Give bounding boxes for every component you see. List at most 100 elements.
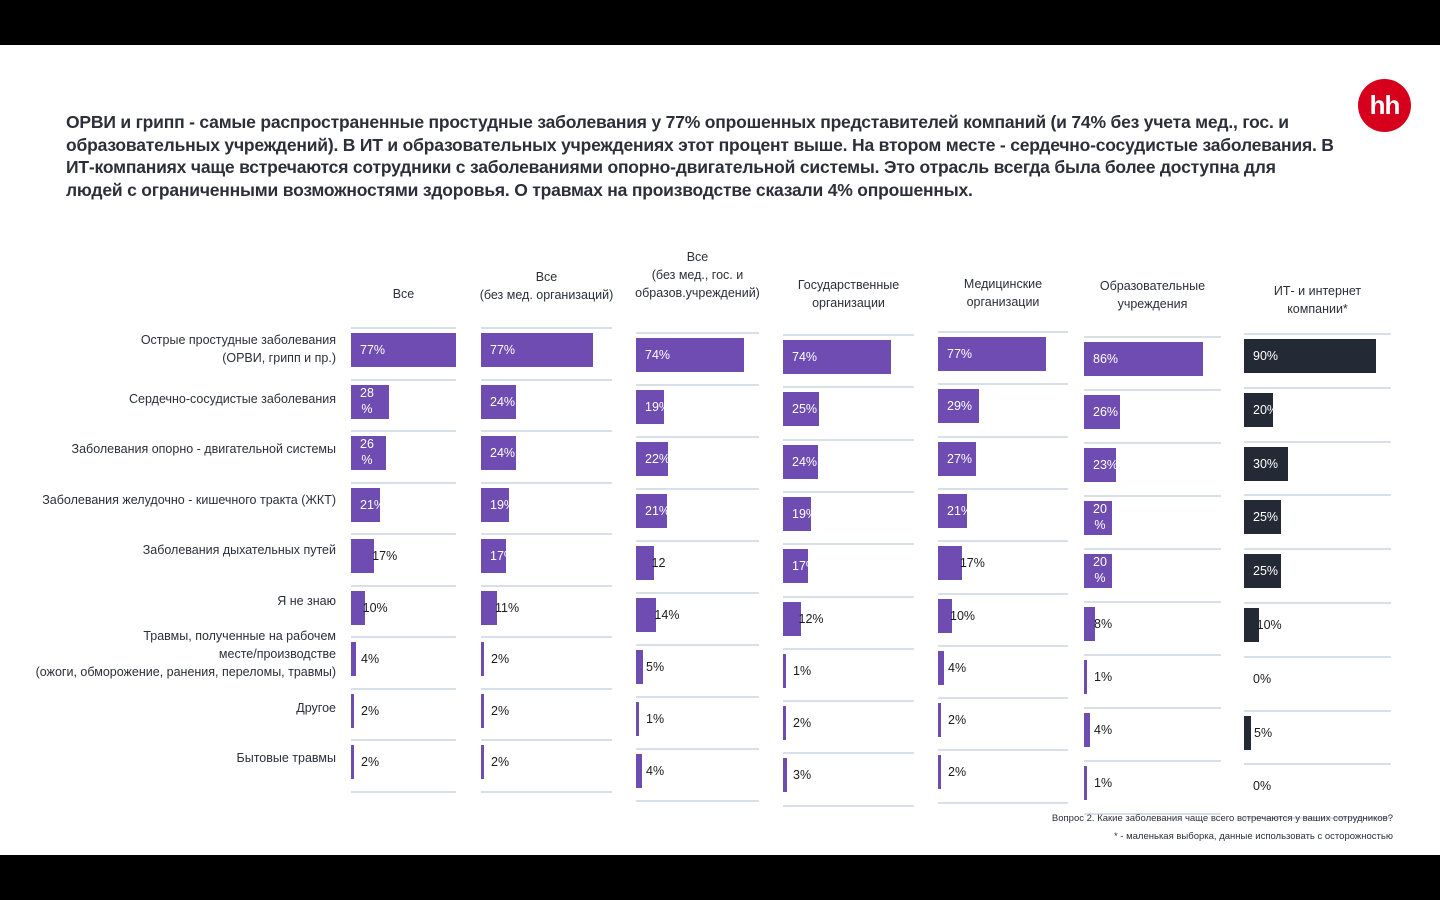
row-separator xyxy=(636,436,759,438)
bar-value-label: 0% xyxy=(1253,671,1272,686)
row-separator xyxy=(783,700,914,703)
row-separator xyxy=(783,386,914,389)
bar-value-label: 26% xyxy=(1093,405,1119,419)
row-separator xyxy=(938,383,1068,386)
bar-value-label: 25% xyxy=(1253,564,1279,579)
row-separator xyxy=(481,687,612,690)
bar xyxy=(938,703,941,738)
bar xyxy=(1084,554,1112,588)
bar xyxy=(1084,501,1112,535)
column-header: Все (без мед., гос. и образов.учреждений… xyxy=(635,250,760,300)
row-separator xyxy=(783,334,914,336)
bar xyxy=(481,436,516,470)
bar-value-label: 77% xyxy=(947,347,973,361)
row-separator xyxy=(351,790,456,793)
bar-value-label: 10% xyxy=(362,600,388,615)
row-separator xyxy=(351,739,456,741)
row-separator xyxy=(1244,709,1391,712)
bar-value-label: 24% xyxy=(490,394,516,409)
row-separator xyxy=(1084,495,1221,497)
bar xyxy=(636,338,744,372)
bar-value-label: 2% xyxy=(361,755,380,769)
row-separator xyxy=(351,636,456,638)
bar xyxy=(938,389,979,424)
row-separator xyxy=(1244,817,1391,820)
bar xyxy=(351,590,365,625)
bar xyxy=(783,549,808,584)
row-separator xyxy=(481,790,612,793)
row-label: Заболевания желудочно - кишечного тракта… xyxy=(42,493,336,507)
column-header: Все (без мед. организаций) xyxy=(479,270,614,302)
bar-value-label: 19% xyxy=(645,400,664,414)
bar-value-label: 1% xyxy=(793,663,812,678)
bar-value-label: 21% xyxy=(947,503,967,518)
row-separator xyxy=(351,481,456,484)
row-separator xyxy=(1084,760,1221,762)
bar-value-label: 1% xyxy=(1094,670,1113,684)
bar xyxy=(938,493,968,528)
footnote-question: Вопрос 2. Какие заболевания чаще всего в… xyxy=(1051,813,1393,824)
bar xyxy=(783,496,811,531)
row-separator xyxy=(1084,548,1221,550)
bar-value-label: 2% xyxy=(491,652,510,666)
row-separator xyxy=(481,533,612,535)
row-separator xyxy=(783,490,914,493)
row-separator xyxy=(481,481,612,484)
bar xyxy=(481,333,593,367)
column-header: Все xyxy=(392,287,415,301)
bar xyxy=(481,487,509,522)
bar xyxy=(351,539,375,573)
bar-value-label: 26 % xyxy=(360,437,374,467)
bar xyxy=(783,444,819,479)
bar-value-label: 25% xyxy=(792,402,818,417)
bar-value-label: 29% xyxy=(947,399,973,414)
bar-value-label: 3% xyxy=(793,768,812,783)
bar xyxy=(351,642,357,676)
row-separator xyxy=(1244,548,1391,551)
row-separator xyxy=(481,327,612,329)
row-separator xyxy=(636,696,759,698)
bar-value-label: 27% xyxy=(947,451,973,466)
slide-title: ОРВИ и грипп - самые распространенные пр… xyxy=(66,112,1334,200)
bar-value-label: 77% xyxy=(360,343,386,357)
column-header: Государственные организации xyxy=(797,278,900,310)
bar xyxy=(1084,607,1096,641)
bar-value-label: 20 % xyxy=(1093,502,1107,532)
bar-value-label: 23% xyxy=(1093,458,1116,472)
row-separator xyxy=(636,540,759,542)
bar xyxy=(1244,715,1252,750)
row-separator xyxy=(1084,336,1221,338)
bar-value-label: 12% xyxy=(798,611,824,626)
bar xyxy=(1084,448,1116,482)
bar-value-label: 17% xyxy=(792,559,808,574)
bar-value-label: 19% xyxy=(792,506,811,521)
bar xyxy=(1244,554,1281,589)
row-separator xyxy=(1084,601,1221,603)
bar-value-label: 17% xyxy=(959,556,985,571)
row-label: Заболевания опорно - двигательной систем… xyxy=(71,442,336,456)
row-separator xyxy=(481,378,612,381)
row-separator xyxy=(481,584,612,587)
row-separator xyxy=(636,800,759,802)
bar-value-label: 86% xyxy=(1093,352,1119,366)
bar-value-label: 4% xyxy=(646,764,665,778)
bar xyxy=(1244,500,1281,535)
bar-value-label: 2% xyxy=(361,703,380,718)
slide: ОРВИ и грипп - самые распространенные пр… xyxy=(0,45,1440,855)
bar xyxy=(636,494,667,528)
bar xyxy=(481,693,484,728)
bar-value-label: 17% xyxy=(490,549,506,563)
bar xyxy=(1084,342,1203,376)
bar-value-label: 2% xyxy=(948,765,967,780)
bar-value-label: 20 % xyxy=(1093,555,1107,585)
bar xyxy=(783,653,786,688)
row-separator xyxy=(1244,655,1391,658)
row-separator xyxy=(351,378,456,381)
row-separator xyxy=(938,801,1068,804)
row-label: Бытовые травмы xyxy=(236,751,336,765)
row-separator xyxy=(636,644,759,646)
bar-value-label: 4% xyxy=(361,652,380,666)
bar-value-label: 90% xyxy=(1253,349,1279,363)
row-separator xyxy=(1084,707,1221,709)
bar xyxy=(636,650,644,684)
